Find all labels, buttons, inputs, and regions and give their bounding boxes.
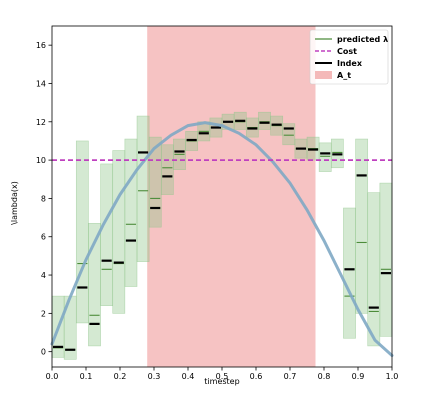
- bin-uncertainty-24: [343, 207, 356, 339]
- shaded-region: [147, 26, 316, 367]
- ticks-group: 0.0 0.1 0.2 0.3 0.4 0.5 0.6 0.7 0.8 0.9 1.0 0 2 4 6 8 10…: [36, 41, 399, 381]
- x-tick-label-8: 0.8: [318, 372, 331, 381]
- x-tick-label-6: 0.6: [250, 372, 263, 381]
- x-tick-label-4: 0.4: [182, 372, 195, 381]
- x-tick-label-9: 0.9: [352, 372, 365, 381]
- y-tick-label-5: 10: [36, 156, 46, 165]
- bin-uncertainty-27: [379, 182, 393, 337]
- y-tick-label-0: 0: [41, 348, 46, 357]
- bin-uncertainty-2: [75, 140, 89, 324]
- y-axis-label: \lambda(x): [10, 181, 19, 225]
- bin-uncertainty-22: [318, 142, 332, 172]
- x-tick-label-2: 0.2: [114, 372, 127, 381]
- x-tick-label-10: 1.0: [386, 372, 399, 381]
- bin-uncertainty-5: [112, 150, 126, 314]
- legend-label-2: Index: [337, 59, 363, 68]
- legend-label-3: A_t: [337, 71, 351, 80]
- legend: predicted λ Cost Index A_t: [309, 29, 389, 85]
- y-tick-label-7: 14: [36, 79, 46, 88]
- true-lambda-curve: [50, 121, 394, 357]
- x-tick-label-7: 0.7: [284, 372, 297, 381]
- x-tick-label-1: 0.1: [80, 372, 93, 381]
- x-tick-label-0: 0.0: [46, 372, 59, 381]
- bin-uncertainty-7: [136, 115, 150, 262]
- y-tick-label-4: 8: [41, 194, 46, 203]
- bin-uncertainty-19: [282, 123, 296, 146]
- y-tick-label-3: 6: [41, 233, 46, 242]
- y-tick-label-1: 2: [41, 309, 46, 318]
- shaded-region-group: [147, 26, 316, 367]
- x-axis-label: timestep: [204, 377, 239, 386]
- bin-uncertainty-17: [258, 111, 271, 130]
- y-tick-label-2: 4: [41, 271, 46, 280]
- y-tick-label-6: 12: [36, 118, 46, 127]
- legend-label-0: predicted λ: [337, 35, 388, 44]
- bin-uncertainty-25: [355, 138, 369, 314]
- legend-label-1: Cost: [337, 47, 357, 56]
- x-tick-label-3: 0.3: [148, 372, 161, 381]
- legend-swatch-3: [315, 71, 332, 79]
- bin-uncertainty-6: [124, 138, 138, 287]
- y-tick-label-8: 16: [36, 41, 46, 50]
- x-tick-label-5: 0.5: [216, 372, 229, 381]
- legend-box: [309, 29, 389, 85]
- bin-uncertainty-9: [160, 144, 174, 195]
- curve-group: [50, 121, 394, 357]
- bin-uncertainty-26: [367, 192, 381, 347]
- bin-uncertainty-4: [100, 163, 114, 306]
